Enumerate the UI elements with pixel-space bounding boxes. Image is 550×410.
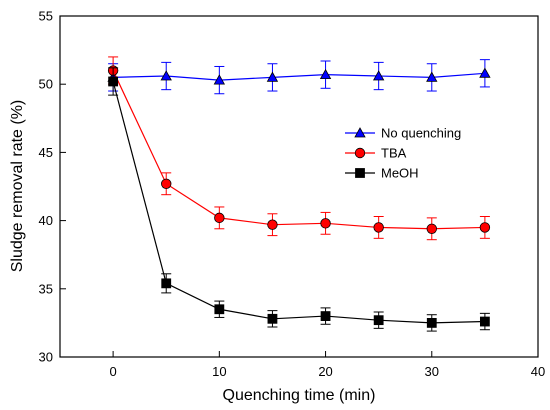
x-tick-label: 40 <box>531 364 545 379</box>
legend-item-meoh: MeOH <box>345 166 419 181</box>
y-tick-label: 50 <box>39 77 53 92</box>
data-point <box>267 219 278 230</box>
legend-marker <box>354 127 366 138</box>
plot-frame <box>59 15 539 358</box>
data-point <box>214 212 225 224</box>
legend-marker <box>355 168 365 178</box>
legend-label: MeOH <box>381 166 419 181</box>
y-tick-label: 40 <box>39 213 53 228</box>
data-point <box>319 68 332 80</box>
y-tick-label: 45 <box>39 145 53 160</box>
data-point <box>320 311 331 321</box>
legend: No quenching TBA MeOH <box>345 126 461 181</box>
y-tick-label: 30 <box>39 350 53 365</box>
data-point <box>161 178 172 189</box>
y-tick-label: 35 <box>39 281 53 296</box>
legend-item-tba: TBA <box>345 146 407 161</box>
y-tick-label: 55 <box>39 9 53 24</box>
data-point <box>373 222 384 233</box>
data-point <box>372 70 385 81</box>
legend-marker <box>354 147 366 159</box>
data-point <box>160 70 172 81</box>
data-point <box>373 315 384 326</box>
data-point <box>213 74 226 85</box>
series-line <box>113 72 485 81</box>
x-tick-label: 30 <box>425 364 439 379</box>
data-point <box>479 222 491 233</box>
legend-label: No quenching <box>381 126 461 141</box>
series-no-quenching <box>107 59 491 95</box>
x-axis-title: Quenching time (min) <box>223 387 376 404</box>
data-point <box>479 316 490 327</box>
series-tba <box>107 56 491 241</box>
series-meoh <box>108 67 490 332</box>
data-point <box>266 71 279 82</box>
y-axis-title: Sludge removal rate (%) <box>9 100 26 273</box>
x-tick-label: 10 <box>212 364 226 379</box>
series-line <box>112 81 485 324</box>
data-point <box>267 313 278 324</box>
data-point <box>214 304 225 315</box>
legend-item-no-quenching: No quenching <box>345 126 461 141</box>
data-point <box>479 67 491 78</box>
series-line <box>112 70 485 230</box>
legend-label: TBA <box>381 146 407 161</box>
data-point <box>161 278 172 289</box>
data-point <box>426 223 437 234</box>
x-tick-label: 20 <box>318 364 332 379</box>
data-point <box>426 71 438 82</box>
data-point <box>320 218 331 229</box>
data-point <box>426 317 437 328</box>
data-point <box>108 76 119 87</box>
x-tick-label: 0 <box>109 364 116 379</box>
